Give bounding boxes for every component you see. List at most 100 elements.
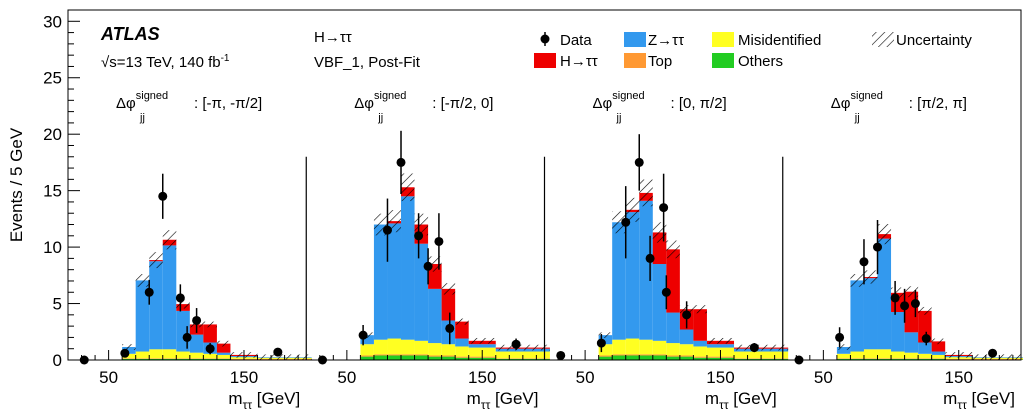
bar-others [216,358,231,360]
bar-htt [216,343,231,353]
bar-htt [931,341,946,352]
x-tick-label: 50 [337,368,356,387]
bar-others [135,358,150,360]
uncertainty-band [734,344,789,351]
data-point [423,261,433,271]
bar-top [162,358,177,359]
bar-top [360,355,374,357]
panel-label: Δφsigned jj: [0, π/2] [593,90,727,124]
bar-misid [612,339,626,355]
bar-others [891,358,905,360]
bar-misid [162,349,177,359]
data-point [859,257,869,267]
bar-others [428,356,442,360]
bar-ztt [612,222,626,340]
bar-top [891,358,905,359]
bar-htt [203,324,217,343]
bar-top [877,358,892,359]
bar-htt [666,249,680,313]
legend-entry-uncertainty: Uncertainty [872,32,972,49]
uncertainty-band [666,240,680,259]
legend-entry-others: Others [712,53,783,70]
y-tick-label: 5 [53,295,62,314]
x-tick-label: 150 [230,368,258,387]
uncertainty-band [495,344,550,351]
bar-others [625,355,640,360]
x-tick-label: 150 [468,368,496,387]
channel-label: H→ττ [314,29,352,46]
bar-misid [441,344,456,356]
data-point [175,293,185,303]
uncertainty-band [836,344,851,350]
bar-misid [734,351,789,359]
bar-ztt [931,351,946,355]
bar-others [652,355,667,360]
bar-misid [625,338,640,355]
uncertainty-band [176,299,190,309]
panel-label: Δφsigned jj: [-π, -π/2] [116,90,262,124]
bar-misid [495,351,550,359]
bar-ztt [877,238,892,350]
bar-top [135,358,150,359]
bar-misid [360,344,374,356]
legend-swatch-top [624,53,646,68]
bar-ztt [428,288,442,344]
bar-others [149,358,163,360]
bar-ztt [850,280,864,352]
legend-swatch-misid [712,32,734,47]
data-point [273,347,283,357]
bar-misid [135,351,150,359]
bar-top [401,354,415,356]
bar-ztt [468,344,496,348]
legend-entry-htt: H→ττ [534,53,598,70]
bar-others [203,358,217,360]
data-point [382,225,392,235]
bar-top [387,354,402,356]
bar-top [863,358,878,359]
plot-frame [67,9,1022,361]
bar-others [441,356,456,360]
bar-top [414,354,429,356]
uncertainty-band [387,210,402,233]
bar-ztt [652,264,667,341]
uncertainty-band [693,305,707,314]
legend-label-others: Others [738,53,783,70]
data-point [921,334,931,344]
bar-misid [122,353,136,359]
data-point [890,293,900,303]
y-tick-label: 30 [43,12,62,31]
bar-misid [639,339,653,355]
data-point [900,301,910,311]
uncertainty-band [904,286,919,298]
data-point [621,217,631,227]
bar-others [360,356,374,360]
bar-others [918,358,932,360]
y-tick-label: 0 [53,351,62,370]
data-point [645,253,655,263]
bar-top [850,358,864,359]
uncertainty-band [625,197,640,222]
bar-misid [863,349,878,359]
data-point [749,343,759,353]
bar-others [455,357,469,360]
bar-top [149,358,163,359]
bar-others [836,358,851,360]
bar-misid [216,354,231,359]
bar-others [414,355,429,360]
bar-top [598,355,613,357]
bar-ztt [904,332,919,353]
uncertainty-band [891,287,905,299]
atlas-label: ATLAS [100,24,160,44]
data-point [358,330,368,340]
legend-label-data: Data [560,32,592,49]
bar-top [203,358,217,359]
atlas-label-block: ATLAS √s=13 TeV, 140 fb-1 H→ττ VBF_1, Po… [100,24,421,71]
uncertainty-band [612,211,626,234]
bar-ztt [693,340,707,347]
bar-top [918,358,932,359]
bar-top [612,354,626,356]
bar-misid [149,349,163,359]
uncertainty-band [706,337,735,344]
bar-misid [850,351,864,359]
uncertainty-band [598,332,613,338]
